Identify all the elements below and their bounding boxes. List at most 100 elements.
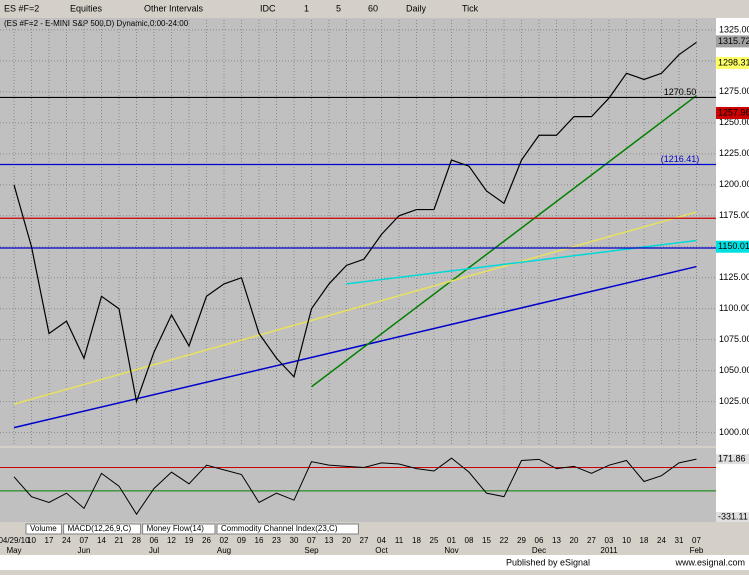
month-label: Dec — [532, 546, 546, 555]
level-label: 1270.50 — [664, 87, 697, 97]
x-tick-label: 11 — [395, 536, 404, 545]
x-tick-label: 03 — [605, 536, 614, 545]
trendline — [13, 265, 697, 429]
y-tick-label: 1125.00 — [719, 272, 749, 282]
x-tick-label: 08 — [465, 536, 474, 545]
tab-label[interactable]: Commodity Channel Index(23,C) — [221, 524, 338, 533]
x-tick-label: 10 — [27, 536, 36, 545]
y-tick-label: 1225.00 — [719, 148, 749, 158]
price-tag — [716, 35, 749, 48]
price-tag — [716, 240, 749, 253]
tab[interactable] — [216, 523, 359, 535]
x-tick-label: 27 — [360, 536, 369, 545]
x-tick-label: 20 — [342, 536, 351, 545]
y-tick-label: 1250.00 — [719, 117, 749, 127]
x-tick-label: 22 — [500, 536, 509, 545]
month-label: Nov — [444, 546, 458, 555]
level-label: (1216.41) — [661, 154, 700, 164]
month-label: Jul — [149, 546, 159, 555]
price-line — [13, 41, 697, 404]
publisher: Published by eSignal — [506, 557, 590, 567]
y-tick-label: 1175.00 — [719, 210, 749, 220]
x-tick-label: 24 — [62, 536, 71, 545]
x-tick-label: 24 — [657, 536, 666, 545]
month-label: Feb — [690, 546, 704, 555]
x-tick-label: 25 — [430, 536, 439, 545]
x-tick-label: 16 — [255, 536, 264, 545]
y-tick-label: 1000.00 — [719, 427, 749, 437]
x-tick-label: 15 — [482, 536, 491, 545]
month-label: 2011 — [600, 546, 618, 555]
x-tick-label: 17 — [45, 536, 54, 545]
indicator-tag-label: 171.86 — [718, 453, 746, 463]
tab[interactable] — [25, 523, 63, 535]
month-label: Oct — [375, 546, 388, 555]
indicator-tag — [716, 512, 749, 522]
x-tick-label: 04/29/10 — [0, 536, 30, 545]
y-tick-label: 1100.00 — [719, 303, 749, 313]
x-tick-label: 20 — [570, 536, 579, 545]
x-tick-label: 01 — [447, 536, 456, 545]
x-tick-label: 06 — [150, 536, 159, 545]
tab-label[interactable]: Volume — [30, 524, 57, 533]
x-tick-label: 07 — [80, 536, 89, 545]
x-tick-label: 10 — [622, 536, 631, 545]
x-tick-label: 13 — [552, 536, 561, 545]
x-tick-label: 19 — [185, 536, 194, 545]
toolbar-item[interactable]: IDC — [260, 3, 276, 13]
price-tag — [716, 56, 749, 69]
price-tag-label: 1298.31 — [718, 57, 749, 67]
toolbar-item[interactable]: Tick — [462, 3, 479, 13]
month-label: Jun — [78, 546, 91, 555]
x-tick-label: 07 — [307, 536, 316, 545]
indicator-pane — [0, 448, 716, 522]
x-tick-label: 14 — [97, 536, 106, 545]
x-tick-label: 30 — [290, 536, 299, 545]
y-tick-label: 1075.00 — [719, 334, 749, 344]
price-tag-label: 1150.01 — [718, 241, 749, 251]
month-label: Aug — [217, 546, 231, 555]
x-tick-label: 29 — [517, 536, 526, 545]
x-tick-label: 23 — [272, 536, 281, 545]
symbol-box[interactable]: ES #F=2 — [4, 3, 39, 13]
y-tick-label: 1275.00 — [719, 86, 749, 96]
toolbar-item[interactable]: 5 — [336, 3, 341, 13]
x-tick-label: 13 — [325, 536, 334, 545]
y-tick-label: 1025.00 — [719, 396, 749, 406]
x-tick-label: 09 — [237, 536, 246, 545]
toolbar-item[interactable]: Daily — [406, 3, 427, 13]
toolbar-item[interactable]: 60 — [368, 3, 378, 13]
tab[interactable] — [63, 523, 142, 535]
toolbar-item[interactable]: Other Intervals — [144, 3, 204, 13]
x-tick-label: 28 — [132, 536, 141, 545]
toolbar-item[interactable]: 1 — [304, 3, 309, 13]
y-tick-label: 1050.00 — [719, 365, 749, 375]
tab-label[interactable]: MACD(12,26,9,C) — [68, 524, 132, 533]
month-label: Sep — [304, 546, 319, 555]
price-tag — [716, 106, 749, 119]
price-axis — [716, 18, 749, 522]
x-tick-label: 18 — [640, 536, 649, 545]
toolbar-item[interactable]: Equities — [70, 3, 103, 13]
month-label: May — [6, 546, 21, 555]
toolbar — [0, 0, 749, 18]
x-tick-label: 04 — [377, 536, 386, 545]
indicator-line — [13, 457, 697, 516]
x-tick-label: 26 — [202, 536, 211, 545]
x-tick-label: 21 — [115, 536, 124, 545]
indicator-tag — [716, 454, 749, 465]
tab[interactable] — [142, 523, 216, 535]
x-tick-label: 31 — [675, 536, 684, 545]
trendline — [13, 211, 697, 405]
x-tick-label: 02 — [220, 536, 229, 545]
price-pane — [0, 18, 716, 446]
trendline — [311, 94, 697, 388]
footer-bar — [0, 555, 749, 570]
x-tick-label: 06 — [535, 536, 544, 545]
chart-title: (ES #F=2 - E-MINI S&P 500,D) Dynamic,0:0… — [4, 19, 189, 28]
y-tick-label: 1325.00 — [719, 24, 749, 34]
x-tick-label: 07 — [692, 536, 701, 545]
tab-label[interactable]: Money Flow(14) — [147, 524, 205, 533]
indicator-tag-label: -331.11 — [718, 511, 748, 521]
